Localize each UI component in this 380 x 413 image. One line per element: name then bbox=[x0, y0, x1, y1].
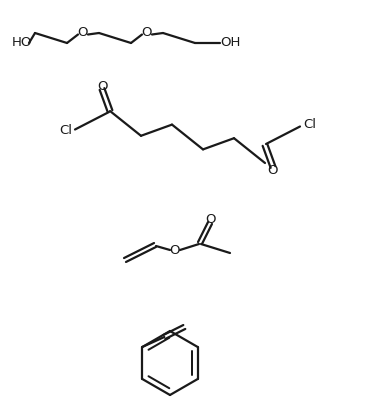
Text: O: O bbox=[78, 26, 88, 40]
Text: HO: HO bbox=[12, 36, 32, 50]
Text: O: O bbox=[142, 26, 152, 40]
Text: O: O bbox=[170, 244, 180, 257]
Text: Cl: Cl bbox=[59, 124, 72, 138]
Text: Cl: Cl bbox=[303, 119, 316, 131]
Text: O: O bbox=[268, 164, 278, 177]
Text: O: O bbox=[205, 214, 215, 226]
Text: OH: OH bbox=[220, 36, 240, 50]
Text: O: O bbox=[97, 79, 107, 93]
